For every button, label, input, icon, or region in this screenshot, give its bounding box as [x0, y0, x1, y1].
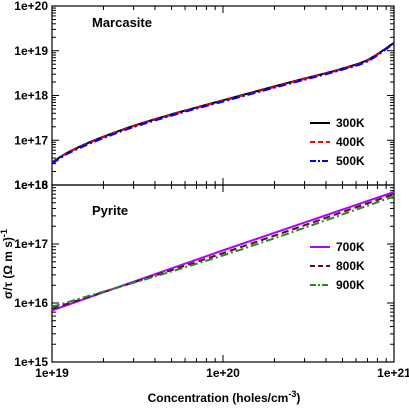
series-line-500k [51, 42, 395, 165]
x-axis-title-end: ) [296, 391, 300, 405]
y-tick-label: 1e+16 [14, 178, 48, 192]
y-tick-label: 1e+17 [14, 133, 48, 147]
y-tick-label: 1e+20 [14, 0, 48, 13]
legend-label-900k: 900K [336, 278, 365, 292]
y-axis-title: σ/τ (Ω m s)-1 [0, 229, 15, 299]
x-axis-title-main: Concentration (holes/cm [148, 391, 289, 405]
x-tick-label: 1e+19 [35, 366, 69, 380]
legend-label-300k: 300K [336, 116, 365, 130]
panel-pyrite: 1e+15 1e+16 1e+17 1e+18 1e+19 1e+20 1e+21 Pyrit… [14, 178, 409, 380]
y-axis-title-main: σ/τ (Ω m s) [1, 237, 15, 299]
legend-label-700k: 700K [336, 240, 365, 254]
x-tick-label: 1e+21 [377, 366, 409, 380]
panel-label: Marcasite [92, 15, 152, 30]
y-tick-label: 1e+19 [14, 44, 48, 58]
panel-marcasite: 1e+16 1e+17 1e+18 1e+19 1e+20 Marcasite 300K 40… [14, 0, 395, 192]
legend-label-500k: 500K [336, 154, 365, 168]
y-tick-label: 1e+17 [14, 237, 48, 251]
x-tick-label: 1e+20 [206, 366, 240, 380]
legend-label-800k: 800K [336, 259, 365, 273]
y-tick-label: 1e+18 [14, 178, 48, 192]
x-axis-title-sup: -3 [288, 389, 296, 399]
series-line-900k [51, 195, 395, 308]
y-tick-label: 1e+18 [14, 89, 48, 103]
y-tick-label: 1e+15 [14, 355, 48, 369]
y-axis-title-sup: -1 [0, 229, 9, 237]
y-tick-label: 1e+16 [14, 296, 48, 310]
legend-label-400k: 400K [336, 135, 365, 149]
x-axis-title: Concentration (holes/cm-3) [148, 389, 301, 405]
panel-label: Pyrite [92, 203, 128, 218]
